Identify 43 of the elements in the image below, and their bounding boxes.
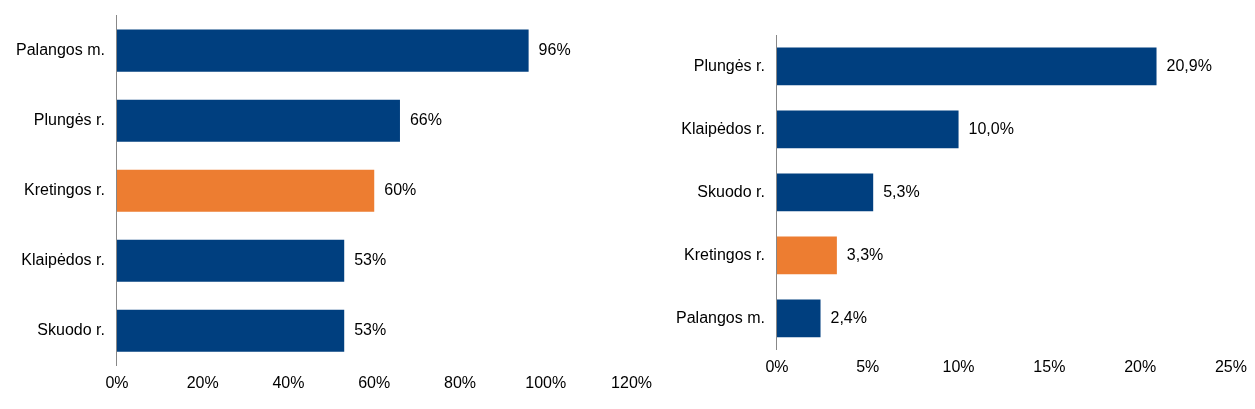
data-label: 20,9%: [1166, 56, 1212, 74]
y-tick-label: Skuodo r.: [37, 321, 105, 339]
data-label: 53%: [354, 321, 387, 339]
x-tick-label: 0%: [105, 373, 129, 391]
x-tick-label: 120%: [611, 373, 652, 391]
data-label: 53%: [354, 251, 387, 269]
y-tick-label: Kretingos r.: [24, 181, 105, 199]
data-label: 10,0%: [968, 119, 1014, 137]
bar: [776, 47, 1157, 86]
data-label: 60%: [384, 181, 417, 199]
y-tick-label: Klaipėdos r.: [21, 251, 105, 269]
bar: [116, 29, 529, 72]
y-tick-label: Palangos m.: [676, 308, 765, 326]
x-tick-label: 10%: [942, 357, 975, 375]
x-tick-label: 25%: [1214, 357, 1247, 375]
y-tick-label: Klaipėdos r.: [681, 119, 765, 137]
y-tick-label: Skuodo r.: [697, 182, 765, 200]
data-label: 5,3%: [883, 182, 920, 200]
y-tick-label: Plungės r.: [693, 56, 765, 74]
x-tick-label: 15%: [1033, 357, 1066, 375]
bar: [776, 236, 837, 275]
bar: [116, 169, 375, 212]
x-tick-label: 60%: [358, 373, 391, 391]
bar: [116, 239, 345, 282]
data-label: 3,3%: [846, 245, 884, 263]
x-tick-label: 100%: [525, 373, 567, 391]
data-label: 2,4%: [830, 308, 867, 326]
bar: [776, 299, 821, 338]
x-tick-label: 80%: [443, 373, 477, 391]
bar: [116, 99, 400, 142]
y-tick-label: Plungės r.: [33, 111, 105, 129]
data-label: 96%: [538, 41, 571, 59]
x-tick-label: 20%: [1124, 357, 1157, 375]
y-tick-label: Palangos m.: [16, 41, 105, 59]
x-tick-label: 40%: [272, 373, 305, 391]
x-tick-label: 0%: [765, 357, 789, 375]
bar: [776, 110, 959, 149]
y-tick-label: Kretingos r.: [684, 245, 765, 263]
x-tick-label: 5%: [856, 357, 880, 375]
data-label: 66%: [409, 111, 442, 129]
x-tick-label: 20%: [186, 373, 219, 391]
bar: [776, 173, 874, 212]
bar: [116, 309, 345, 352]
